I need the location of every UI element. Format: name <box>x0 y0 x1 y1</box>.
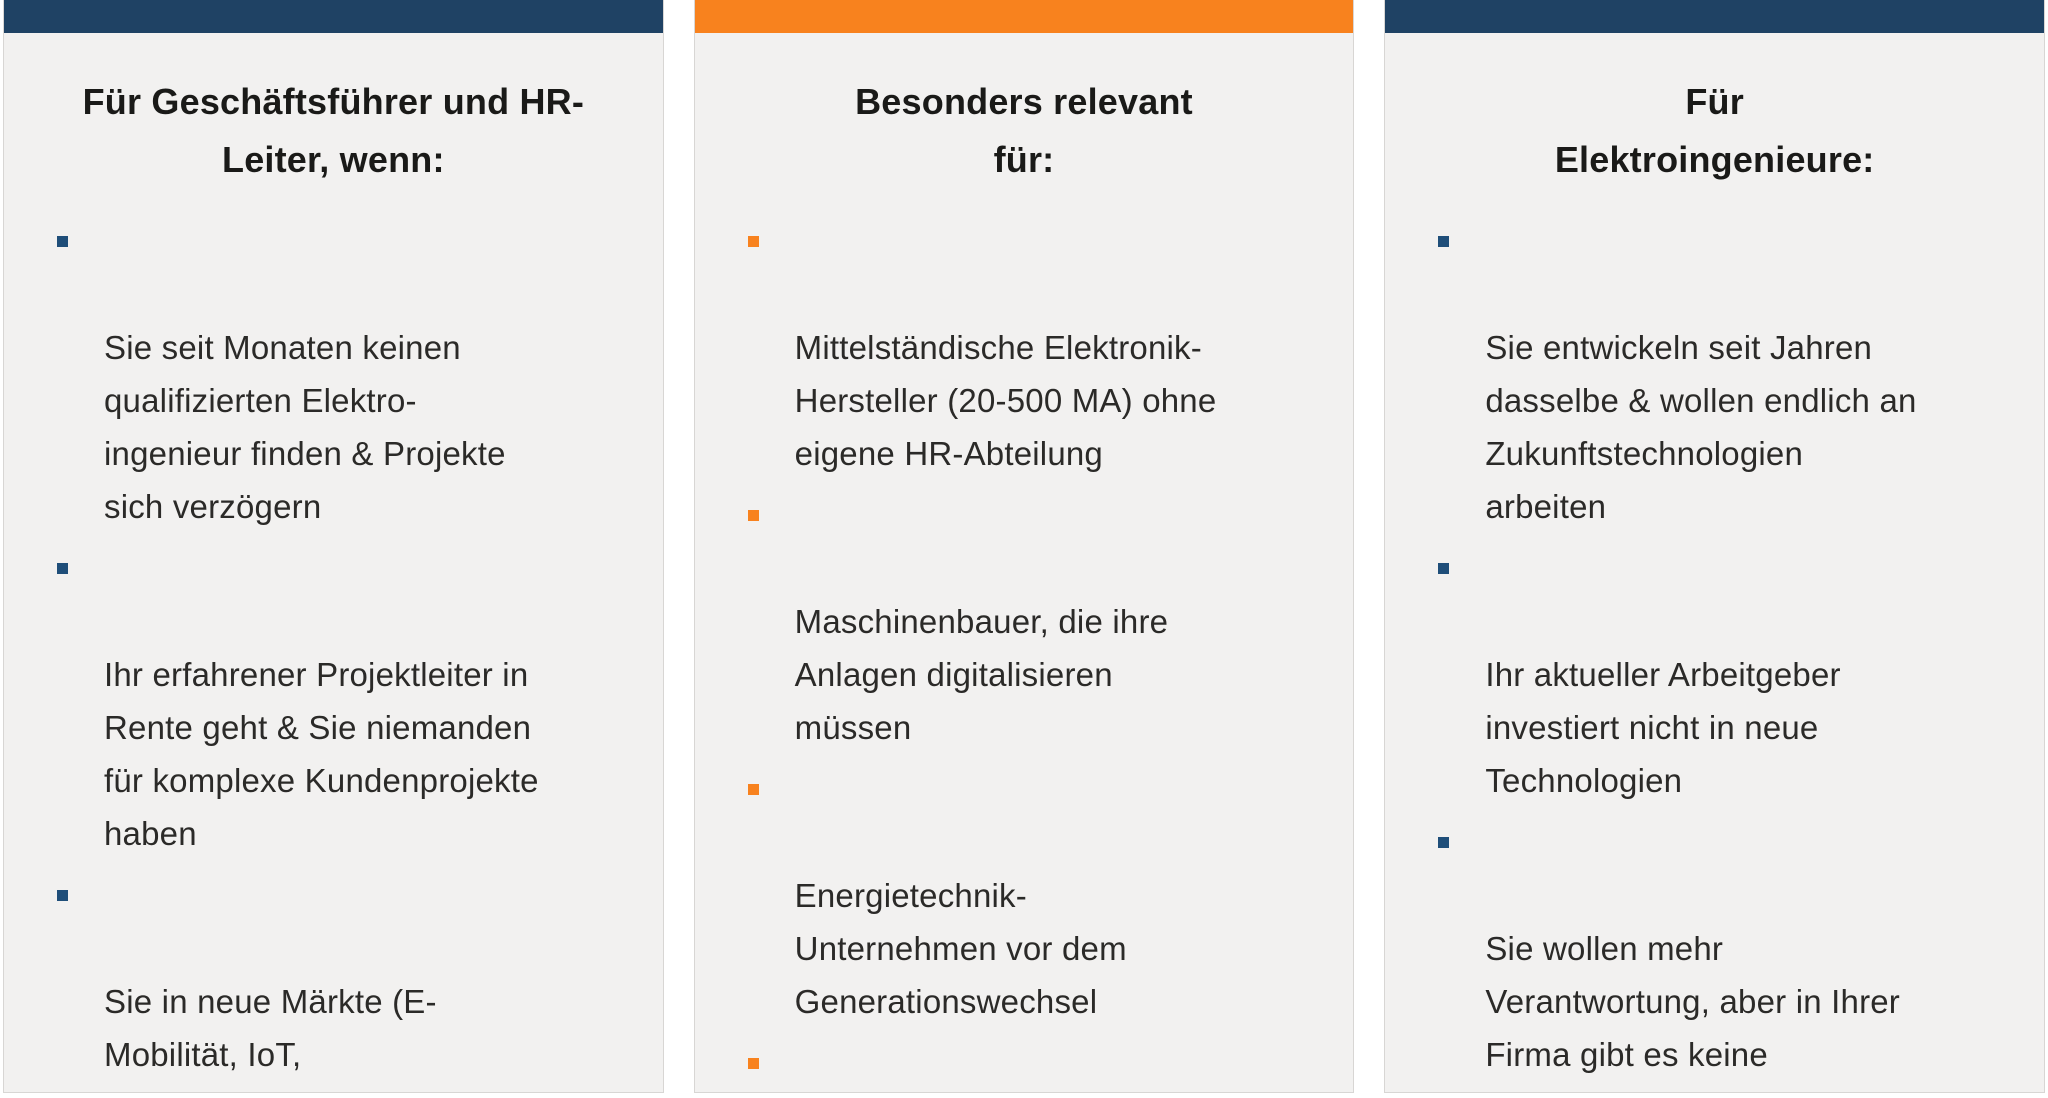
list-item: Ihr erfahrener Projektleiter in Rente ge… <box>56 542 641 860</box>
square-bullet-icon <box>1438 837 1450 848</box>
list-item: Sie entwickeln seit Jahren dasselbe & wo… <box>1437 215 2022 533</box>
list-item-text: Ihr erfahrener Projektleiter in Rente ge… <box>104 656 539 852</box>
list-item-text: Sie wollen mehr Verantwortung, aber in I… <box>1485 930 1900 1092</box>
list-item: Sie in neue Märkte (E- Mobilität, IoT, A… <box>56 869 641 1092</box>
card-besonders-relevant: Besonders relevant für: Mittelständische… <box>693 0 1355 1093</box>
list-item-text: Energietechnik- Unternehmen vor dem Gene… <box>794 877 1127 1020</box>
orange-accent-bar <box>694 0 1354 33</box>
navy-accent-bar <box>4 0 663 33</box>
bullet-list: Sie seit Monaten keinen qualifizierten E… <box>4 215 641 1092</box>
bullet-list: Sie entwickeln seit Jahren dasselbe & wo… <box>1385 215 2022 1092</box>
card-title: Für Geschäftsführer und HR- Leiter, wenn… <box>82 81 585 180</box>
list-item-text: Sie seit Monaten keinen qualifizierten E… <box>104 329 506 525</box>
list-item-text: Sie in neue Märkte (E- Mobilität, IoT, A… <box>104 983 518 1092</box>
list-item: Sie wollen mehr Verantwortung, aber in I… <box>1437 816 2022 1092</box>
list-item: Energietechnik- Unternehmen vor dem Gene… <box>747 763 1332 1028</box>
square-bullet-icon <box>1438 236 1450 247</box>
square-bullet-icon <box>1438 563 1450 574</box>
list-item: Maschinenbauer, die ihre Anlagen digital… <box>747 489 1332 754</box>
navy-accent-bar <box>1385 0 2044 33</box>
list-item-text: Sie entwickeln seit Jahren dasselbe & wo… <box>1485 329 1917 525</box>
square-bullet-icon <box>57 236 68 247</box>
list-item: Ihr aktueller Arbeitgeber investiert nic… <box>1437 542 2022 807</box>
list-item-text: Mittelständische Elektronik- Hersteller … <box>794 329 1217 472</box>
card-elektroingenieure: Für Elektroingenieure: Sie entwickeln se… <box>1384 0 2045 1093</box>
square-bullet-icon <box>747 510 759 521</box>
list-item: Mittelständische Elektronik- Hersteller … <box>747 215 1332 480</box>
square-bullet-icon <box>747 236 759 247</box>
list-item-text: Maschinenbauer, die ihre Anlagen digital… <box>794 603 1169 746</box>
square-bullet-icon <box>747 784 759 795</box>
list-item: Medizintechnik-Firmen mit strengen Zerti… <box>747 1037 1332 1092</box>
square-bullet-icon <box>57 890 68 901</box>
list-item: Sie seit Monaten keinen qualifizierten E… <box>56 215 641 533</box>
square-bullet-icon <box>747 1058 759 1069</box>
card-geschaeftsfuehrer-hr-leiter: Für Geschäftsführer und HR- Leiter, wenn… <box>3 0 664 1093</box>
square-bullet-icon <box>57 563 68 574</box>
list-item-text: Ihr aktueller Arbeitgeber investiert nic… <box>1485 656 1841 799</box>
bullet-list: Mittelständische Elektronik- Hersteller … <box>695 215 1332 1092</box>
card-title: Für Elektroingenieure: <box>1554 81 1875 180</box>
card-title: Besonders relevant für: <box>855 81 1193 180</box>
